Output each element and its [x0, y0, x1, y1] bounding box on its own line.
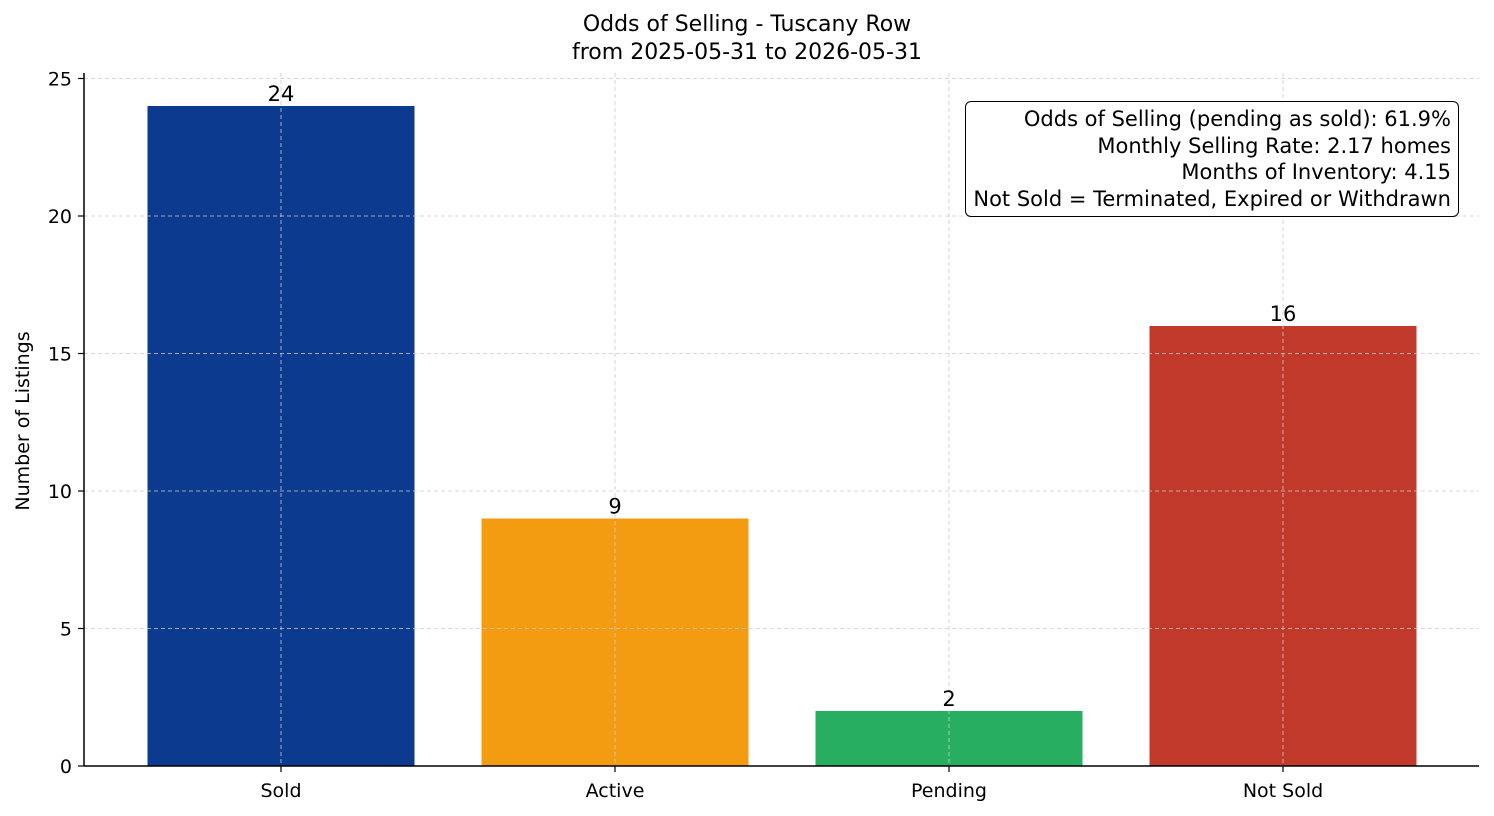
odds-of-selling-text: Odds of Selling (pending as sold): 61.9%: [1023, 107, 1451, 131]
x-tick-label: Active: [586, 780, 645, 802]
x-tick-label: Not Sold: [1243, 780, 1323, 802]
monthly-selling-rate-text: Monthly Selling Rate: 2.17 homes: [1097, 133, 1451, 158]
data-label: 24: [268, 82, 295, 106]
y-tick-label: 20: [48, 206, 72, 228]
y-tick-label: 5: [60, 619, 72, 641]
data-label: 16: [1270, 302, 1297, 326]
months-of-inventory-text: Months of Inventory: 4.15: [1181, 160, 1451, 184]
stats-annotation-box: Odds of Selling (pending as sold): 61.9%…: [965, 101, 1459, 217]
bar-sold: [147, 106, 415, 766]
y-tick-label: 10: [48, 481, 72, 503]
data-label: 2: [942, 687, 955, 711]
not-sold-definition-text: Not Sold = Terminated, Expired or Withdr…: [973, 186, 1451, 211]
y-tick-label: 25: [48, 69, 72, 91]
y-tick-label: 0: [60, 756, 72, 778]
chart-title: Odds of Selling - Tuscany Row: [582, 12, 912, 37]
x-tick-label: Pending: [911, 780, 987, 802]
y-tick-label: 15: [48, 344, 72, 366]
x-tick-label: Sold: [260, 780, 301, 802]
chart-subtitle: from 2025-05-31 to 2026-05-31: [572, 40, 922, 65]
data-label: 9: [608, 495, 621, 519]
